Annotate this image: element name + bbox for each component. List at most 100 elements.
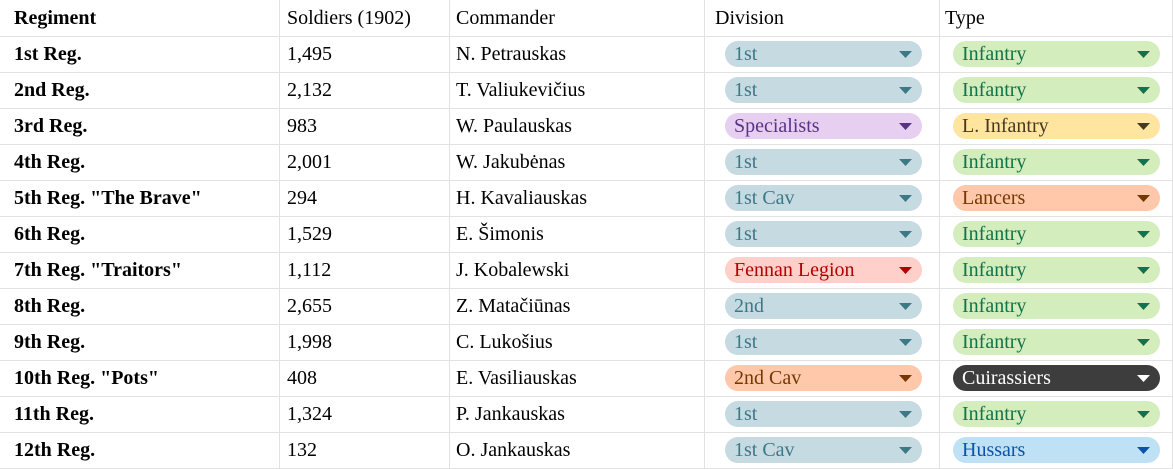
dropdown-arrow [899,447,912,454]
soldiers: 294 [287,187,317,209]
arrow-shape [899,339,912,346]
header-cell: Division [705,0,940,37]
soldiers: 983 [287,115,317,137]
soldiers-cell: 983 [280,109,450,145]
regiment: 1st Reg. [14,43,82,65]
commander: J. Kobalewski [456,259,570,281]
division-value: 1st [734,330,758,353]
type-dropdown[interactable]: Infantry [953,329,1160,355]
type-dropdown[interactable]: Lancers [953,185,1160,211]
division-dropdown[interactable]: Fennan Legion [725,257,922,283]
arrow-shape [1137,375,1150,382]
regiment: 9th Reg. [14,331,86,353]
division-dropdown[interactable]: 1st [725,329,922,355]
division-cell: 1st [705,37,940,73]
type-value: Infantry [962,78,1027,101]
division-value: 1st [734,222,758,245]
arrow-shape [899,231,912,238]
arrow-shape [899,87,912,94]
division-value: Specialists [734,114,820,137]
commander-cell: Z. Matačiūnas [450,289,705,325]
type-dropdown[interactable]: Infantry [953,257,1160,283]
division-dropdown[interactable]: 1st [725,149,922,175]
soldiers-cell: 1,324 [280,397,450,433]
regiment-cell: 3rd Reg. [0,109,280,145]
type-dropdown[interactable]: Infantry [953,401,1160,427]
dropdown-arrow [899,195,912,202]
header-cell: Soldiers (1902) [280,0,450,37]
dropdown-arrow [899,375,912,382]
dropdown-arrow [1137,87,1150,94]
type-cell: Infantry [940,73,1173,109]
arrow-shape [899,267,912,274]
regiment: 12th Reg. [14,439,96,461]
type-value: L. Infantry [962,114,1049,137]
regiment: 2nd Reg. [14,79,90,101]
division-dropdown[interactable]: 1st [725,77,922,103]
division-dropdown[interactable]: 2nd [725,293,922,319]
division-cell: 1st Cav [705,181,940,217]
type-dropdown[interactable]: Infantry [953,293,1160,319]
type-dropdown[interactable]: Infantry [953,41,1160,67]
type-cell: Infantry [940,217,1173,253]
type-value: Hussars [962,438,1026,461]
commander-cell: N. Petrauskas [450,37,705,73]
division-value: 1st [734,150,758,173]
dropdown-arrow [1137,375,1150,382]
type-dropdown[interactable]: Infantry [953,221,1160,247]
division-dropdown[interactable]: 1st [725,221,922,247]
division-dropdown[interactable]: 1st [725,401,922,427]
regiment-cell: 6th Reg. [0,217,280,253]
arrow-shape [1137,123,1150,130]
commander: E. Vasiliauskas [456,367,577,389]
division-cell: 1st [705,397,940,433]
division-value: 1st Cav [734,186,795,209]
commander: P. Jankauskas [456,403,565,425]
arrow-shape [1137,87,1150,94]
regiment-cell: 9th Reg. [0,325,280,361]
type-dropdown[interactable]: Hussars [953,437,1160,463]
regiment-cell: 1st Reg. [0,37,280,73]
soldiers-cell: 2,001 [280,145,450,181]
division-dropdown[interactable]: 1st Cav [725,437,922,463]
type-value: Infantry [962,258,1027,281]
soldiers: 408 [287,367,317,389]
commander-cell: T. Valiukevičius [450,73,705,109]
regiment-cell: 5th Reg. "The Brave" [0,181,280,217]
division-dropdown[interactable]: 1st [725,41,922,67]
commander: C. Lukošius [456,331,553,353]
header-cell: Commander [450,0,705,37]
division-dropdown[interactable]: 2nd Cav [725,365,922,391]
column-header: Division [715,6,784,29]
division-cell: 1st [705,325,940,361]
soldiers-cell: 1,529 [280,217,450,253]
division-cell: Specialists [705,109,940,145]
regiment-cell: 4th Reg. [0,145,280,181]
type-dropdown[interactable]: Cuirassiers [953,365,1160,391]
soldiers: 2,655 [287,295,332,317]
arrow-shape [899,195,912,202]
division-cell: 2nd [705,289,940,325]
soldiers-cell: 2,132 [280,73,450,109]
regiment-cell: 8th Reg. [0,289,280,325]
header-cell: Type [940,0,1173,37]
type-cell: Infantry [940,253,1173,289]
regiment: 10th Reg. "Pots" [14,367,159,389]
soldiers-cell: 408 [280,361,450,397]
division-dropdown[interactable]: Specialists [725,113,922,139]
type-dropdown[interactable]: L. Infantry [953,113,1160,139]
arrow-shape [1137,231,1150,238]
commander-cell: P. Jankauskas [450,397,705,433]
type-value: Infantry [962,150,1027,173]
dropdown-arrow [899,411,912,418]
division-dropdown[interactable]: 1st Cav [725,185,922,211]
arrow-shape [899,159,912,166]
arrow-shape [1137,447,1150,454]
type-dropdown[interactable]: Infantry [953,149,1160,175]
dropdown-arrow [899,51,912,58]
regiment: 4th Reg. [14,151,86,173]
type-dropdown[interactable]: Infantry [953,77,1160,103]
soldiers: 1,529 [287,223,332,245]
arrow-shape [1137,159,1150,166]
regiment-cell: 12th Reg. [0,433,280,469]
